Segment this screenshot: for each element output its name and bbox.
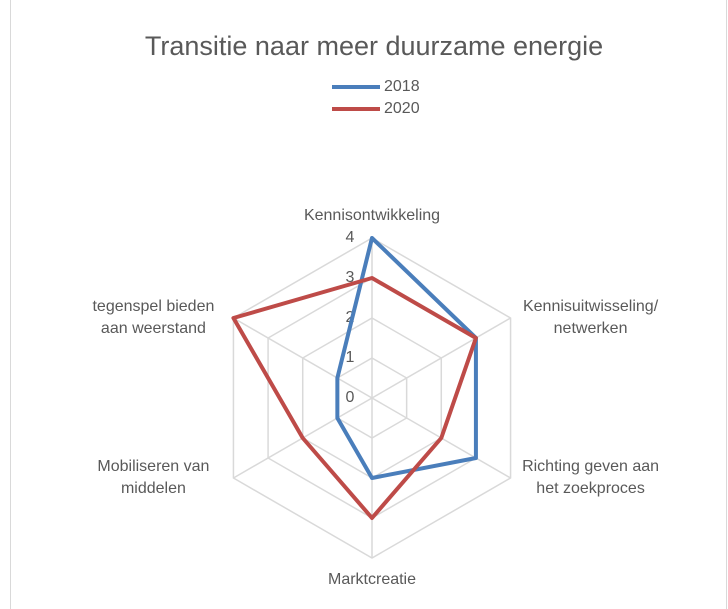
legend-label: 2020 <box>384 100 420 117</box>
category-label: Mobiliseren van middelen <box>97 458 210 497</box>
tick-label: 0 <box>346 389 355 406</box>
legend-label: 2018 <box>384 78 420 95</box>
tick-label: 1 <box>346 349 355 366</box>
category-label: Richting geven aan het zoekproces <box>522 458 660 497</box>
chart-title: Transitie naar meer duurzame energie <box>145 31 603 61</box>
category-label: Kennisontwikkeling <box>303 207 441 224</box>
series-line <box>231 276 478 520</box>
tick-label: 2 <box>346 309 355 326</box>
spoke <box>371 317 511 399</box>
category-label: Marktcreatie <box>327 571 417 588</box>
tick-label: 4 <box>346 229 355 246</box>
spoke <box>233 317 373 399</box>
category-label: Kennisuitwisseling/ netwerken <box>522 298 659 337</box>
chart-border <box>10 0 727 609</box>
tick-label: 3 <box>346 269 355 286</box>
category-label: tegenspel bieden aan weerstand <box>92 298 215 337</box>
